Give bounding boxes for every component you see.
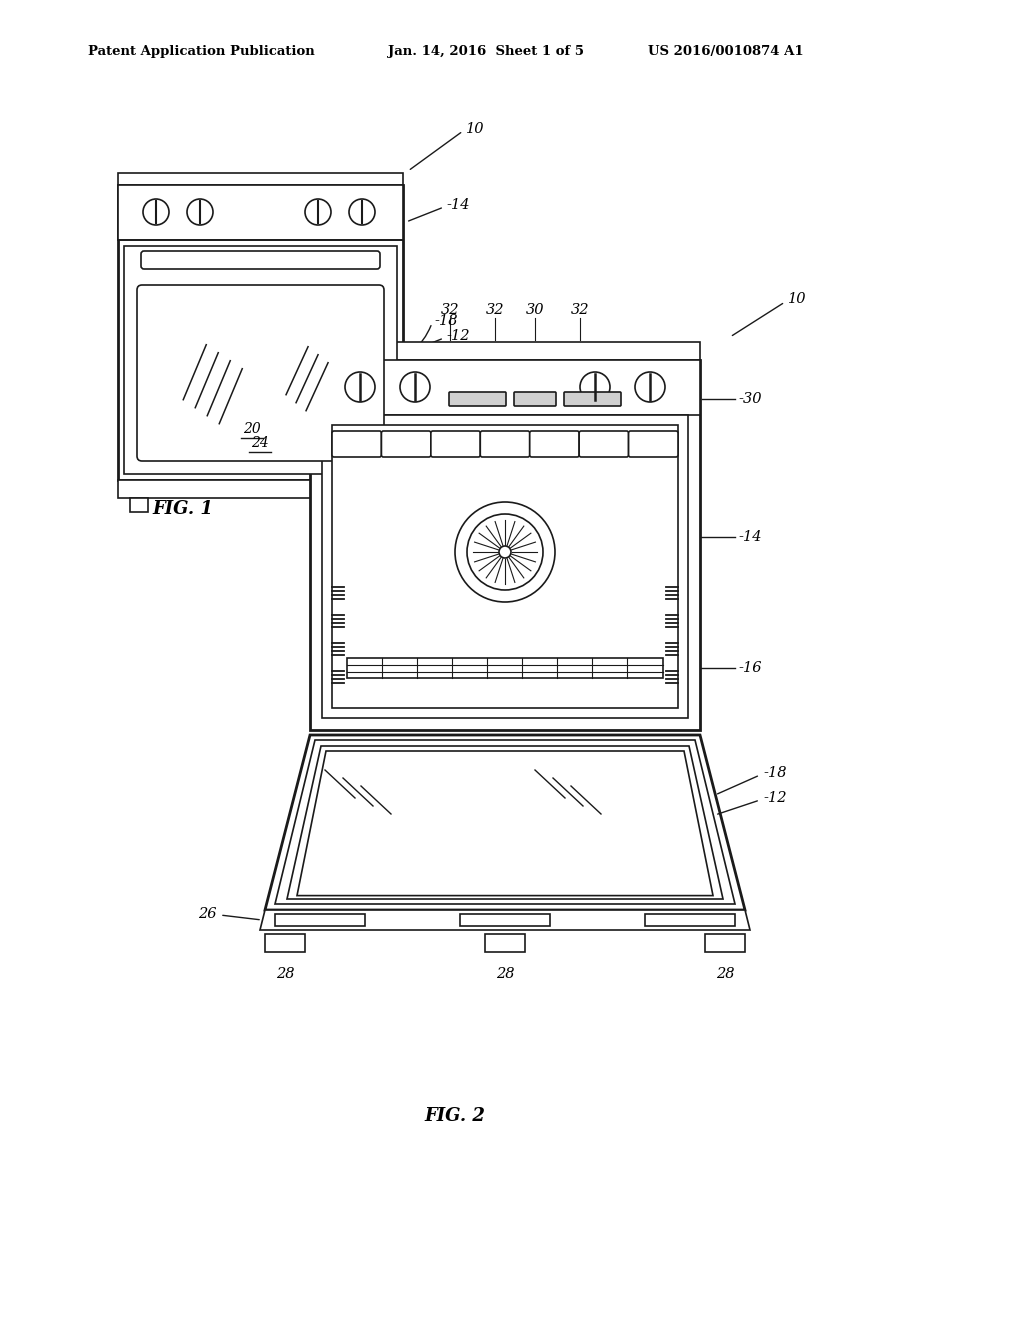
- Text: 20: 20: [243, 422, 261, 436]
- Bar: [373, 498, 391, 512]
- Text: 28: 28: [716, 968, 734, 981]
- Polygon shape: [275, 741, 735, 904]
- Text: -12: -12: [763, 791, 786, 805]
- Text: 32: 32: [485, 304, 504, 317]
- Bar: [118, 173, 403, 185]
- FancyBboxPatch shape: [629, 432, 678, 457]
- Text: 28: 28: [275, 968, 294, 981]
- Bar: [310, 360, 700, 730]
- Bar: [310, 360, 700, 414]
- Bar: [118, 185, 403, 240]
- Text: -30: -30: [738, 392, 762, 407]
- Bar: [460, 913, 550, 927]
- Circle shape: [635, 372, 665, 403]
- Bar: [347, 657, 663, 678]
- FancyBboxPatch shape: [564, 392, 621, 407]
- FancyBboxPatch shape: [449, 392, 506, 407]
- Polygon shape: [287, 746, 723, 899]
- FancyBboxPatch shape: [141, 251, 380, 269]
- Circle shape: [143, 199, 169, 224]
- Circle shape: [305, 199, 331, 224]
- Text: 24: 24: [251, 436, 269, 450]
- Text: FIG. 1: FIG. 1: [152, 500, 213, 517]
- Bar: [322, 414, 688, 718]
- Bar: [332, 425, 678, 708]
- Text: 30: 30: [525, 304, 544, 317]
- Circle shape: [467, 513, 543, 590]
- Text: 32: 32: [570, 304, 589, 317]
- Text: 10: 10: [788, 292, 807, 306]
- Text: US 2016/0010874 A1: US 2016/0010874 A1: [648, 45, 804, 58]
- FancyBboxPatch shape: [480, 432, 529, 457]
- Bar: [124, 246, 397, 474]
- Circle shape: [499, 546, 511, 558]
- Text: FIG. 2: FIG. 2: [425, 1107, 485, 1125]
- Circle shape: [349, 199, 375, 224]
- FancyBboxPatch shape: [580, 432, 629, 457]
- Polygon shape: [297, 751, 713, 895]
- Bar: [130, 498, 148, 512]
- FancyBboxPatch shape: [514, 392, 556, 407]
- FancyBboxPatch shape: [381, 432, 431, 457]
- Text: 32: 32: [440, 304, 459, 317]
- Circle shape: [345, 372, 375, 403]
- FancyBboxPatch shape: [529, 432, 580, 457]
- Text: -16: -16: [738, 661, 762, 675]
- Text: Jan. 14, 2016  Sheet 1 of 5: Jan. 14, 2016 Sheet 1 of 5: [388, 45, 584, 58]
- Bar: [275, 913, 365, 927]
- Polygon shape: [260, 909, 750, 931]
- Circle shape: [455, 502, 555, 602]
- FancyBboxPatch shape: [332, 432, 381, 457]
- Bar: [118, 185, 403, 480]
- FancyBboxPatch shape: [431, 432, 480, 457]
- Circle shape: [187, 199, 213, 224]
- Text: -18: -18: [763, 766, 786, 780]
- Text: 26: 26: [199, 907, 217, 921]
- Polygon shape: [265, 735, 745, 909]
- FancyBboxPatch shape: [137, 285, 384, 461]
- Bar: [485, 935, 525, 952]
- Text: 10: 10: [466, 121, 484, 136]
- Bar: [118, 480, 403, 498]
- Bar: [265, 935, 305, 952]
- Bar: [705, 935, 745, 952]
- Circle shape: [400, 372, 430, 403]
- Text: -12: -12: [446, 329, 469, 343]
- Text: Patent Application Publication: Patent Application Publication: [88, 45, 314, 58]
- Text: 28: 28: [496, 968, 514, 981]
- Bar: [310, 342, 700, 360]
- Text: 30: 30: [254, 392, 272, 407]
- Text: -14: -14: [446, 198, 469, 213]
- Bar: [645, 913, 735, 927]
- Text: -14: -14: [738, 531, 762, 544]
- Text: -18: -18: [434, 314, 458, 327]
- Circle shape: [580, 372, 610, 403]
